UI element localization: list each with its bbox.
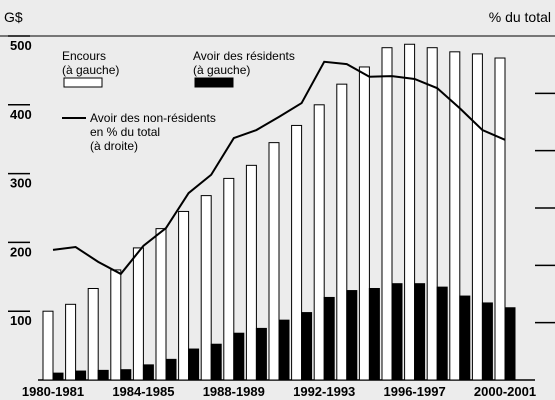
bar	[404, 43, 416, 381]
legend-label: (à gauche)	[62, 63, 119, 77]
y-tick-label: 300	[10, 176, 32, 191]
line	[52, 60, 506, 276]
legend-label: Encours	[62, 49, 106, 63]
bar	[268, 142, 280, 381]
bar	[132, 247, 144, 381]
legend-label: Avoir des non-résidents	[90, 111, 216, 125]
y-axis-label: G$	[4, 9, 23, 25]
bar	[358, 66, 370, 381]
bar	[481, 302, 493, 381]
bar	[97, 369, 109, 381]
legend-swatch	[194, 77, 234, 88]
bar	[165, 358, 177, 381]
x-tick-label: 1984-1985	[112, 384, 174, 399]
bar	[494, 57, 506, 381]
bar	[278, 319, 290, 381]
bar	[301, 312, 313, 381]
bar	[471, 53, 483, 381]
bar	[210, 343, 222, 381]
bar	[110, 269, 122, 381]
bar	[414, 283, 426, 381]
y2-axis-label: % du total	[489, 9, 551, 25]
bar	[178, 210, 190, 381]
bar	[346, 290, 358, 381]
legend-label: Avoir des résidents	[193, 49, 295, 63]
bar	[391, 283, 403, 381]
bar	[426, 47, 438, 381]
x-tick-label: 2000-2001	[474, 384, 536, 399]
bar	[368, 287, 380, 381]
bar	[459, 295, 471, 381]
bar	[313, 104, 325, 381]
legend-label: (à gauche)	[193, 63, 250, 77]
bar	[255, 327, 267, 381]
bar	[200, 195, 212, 381]
bar	[223, 177, 235, 381]
bar	[120, 369, 132, 381]
y-tick-label: 400	[10, 107, 32, 122]
y-tick-label: 200	[10, 244, 32, 259]
y-tick-label: 500	[10, 38, 32, 53]
bar	[233, 332, 245, 381]
bar	[142, 364, 154, 381]
legend-label: en % du total	[90, 125, 160, 139]
bar	[245, 164, 257, 381]
bar	[155, 228, 167, 381]
x-tick-label: 1988-1989	[203, 384, 265, 399]
bar	[381, 47, 393, 381]
bar	[436, 286, 448, 381]
bar	[87, 287, 99, 381]
y-tick-label: 100	[10, 313, 32, 328]
legend-label: (à droite)	[90, 139, 138, 153]
bar	[504, 307, 516, 381]
bar	[336, 83, 348, 381]
bar	[75, 370, 87, 381]
bar	[449, 51, 461, 381]
x-tick-label: 1980-1981	[22, 384, 84, 399]
bar	[52, 372, 64, 381]
bar	[188, 348, 200, 381]
legend-swatch	[63, 77, 103, 88]
bar	[65, 303, 77, 381]
bar	[323, 296, 335, 381]
bar	[42, 310, 54, 381]
bar	[291, 124, 303, 381]
x-tick-label: 1996-1997	[384, 384, 446, 399]
x-tick-label: 1992-1993	[293, 384, 355, 399]
